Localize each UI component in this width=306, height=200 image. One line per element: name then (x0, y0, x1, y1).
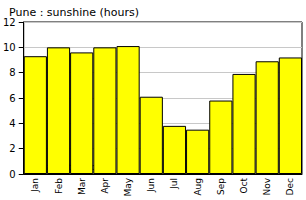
svg-text:8: 8 (9, 67, 15, 78)
svg-text:12: 12 (3, 16, 16, 28)
svg-text:Jul: Jul (169, 178, 179, 190)
svg-text:Apr: Apr (100, 178, 110, 194)
svg-text:Jan: Jan (30, 178, 40, 193)
svg-text:Pune : sunshine (hours): Pune : sunshine (hours) (9, 6, 139, 19)
svg-text:Mar: Mar (77, 178, 87, 195)
svg-text:Nov: Nov (262, 177, 272, 195)
svg-text:Dec: Dec (285, 178, 295, 195)
svg-text:Aug: Aug (193, 178, 203, 196)
svg-text:2: 2 (9, 143, 15, 154)
svg-text:Jun: Jun (146, 178, 156, 193)
svg-text:May: May (123, 177, 133, 196)
svg-text:0: 0 (9, 169, 15, 180)
svg-text:Feb: Feb (54, 178, 64, 194)
svg-text:4: 4 (9, 118, 15, 129)
svg-text:6: 6 (9, 93, 15, 104)
svg-text:Sep: Sep (216, 178, 226, 195)
svg-text:Oct: Oct (239, 178, 249, 194)
svg-text:10: 10 (3, 42, 16, 53)
